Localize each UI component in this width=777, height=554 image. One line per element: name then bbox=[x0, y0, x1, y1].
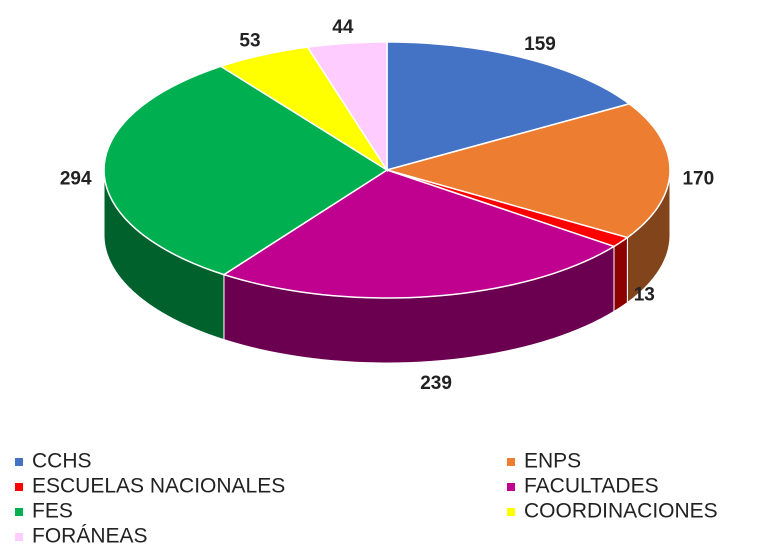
legend-label: CCHS bbox=[32, 450, 92, 473]
legend-marker bbox=[15, 483, 23, 491]
data-label: 294 bbox=[60, 168, 92, 189]
legend-marker bbox=[15, 508, 23, 516]
data-label: 239 bbox=[420, 373, 452, 394]
slice bbox=[219, 46, 388, 171]
legend-label: ENPS bbox=[524, 450, 581, 473]
legend-label: ESCUELAS NACIONALES bbox=[32, 475, 285, 498]
slice-side bbox=[613, 236, 628, 313]
legend-marker bbox=[507, 508, 515, 516]
data-label: 44 bbox=[332, 17, 354, 38]
slice bbox=[386, 41, 631, 171]
legend-marker bbox=[507, 458, 515, 466]
legend-label: FACULTADES bbox=[524, 475, 659, 498]
legend-label: FORÁNEAS bbox=[32, 525, 148, 548]
data-label: 170 bbox=[682, 168, 714, 189]
slice bbox=[384, 103, 671, 239]
slice bbox=[103, 65, 389, 276]
legend-marker bbox=[15, 533, 23, 541]
data-label: 53 bbox=[239, 30, 260, 51]
legend-marker bbox=[15, 458, 23, 466]
data-label: 159 bbox=[524, 34, 556, 55]
slice bbox=[222, 169, 616, 299]
legend-label: FES bbox=[32, 500, 73, 523]
slice bbox=[386, 169, 630, 248]
slice bbox=[306, 41, 388, 173]
legend-marker bbox=[507, 483, 515, 491]
data-label: 13 bbox=[634, 284, 655, 305]
legend-label: COORDINACIONES bbox=[524, 500, 718, 523]
